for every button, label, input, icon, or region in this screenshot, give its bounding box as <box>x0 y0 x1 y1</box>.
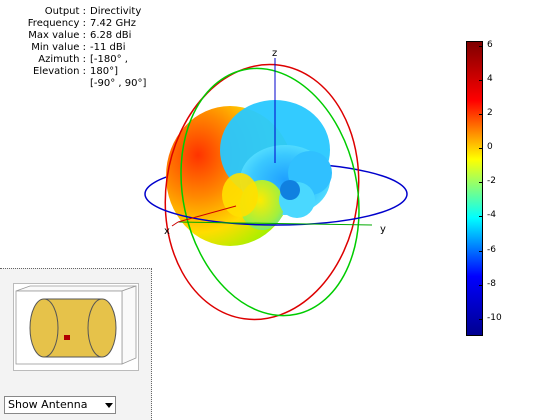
elevation-ring-xz <box>164 63 360 321</box>
colorbar-tick-label: 6 <box>487 40 493 50</box>
colorbar-tick-mark <box>479 80 483 81</box>
info-value: 180°] <box>90 66 118 77</box>
colorbar-tick-mark <box>479 46 483 47</box>
azimuth-ring-front <box>144 193 408 226</box>
colorbar-tick-label: -10 <box>487 313 502 323</box>
colorbar-tick-mark <box>479 216 483 217</box>
info-value: 7.42 GHz <box>90 18 136 29</box>
colorbar-tick-label: -6 <box>487 245 496 255</box>
info-label: Min value : <box>31 42 86 53</box>
colorbar-tick-mark <box>479 114 483 115</box>
info-label: Azimuth : <box>38 54 86 65</box>
antenna-view[interactable] <box>13 283 139 371</box>
elevation-ring-yz <box>180 67 360 317</box>
colorbar-tick-label: 0 <box>487 142 493 152</box>
info-label: Frequency : <box>27 18 86 29</box>
info-value: [-180° , <box>90 54 128 65</box>
z-axis-label: z <box>272 48 277 59</box>
colorbar-tick-mark <box>479 319 483 320</box>
colorbar-tick-mark <box>479 251 483 252</box>
info-value: Directivity <box>90 6 142 17</box>
colorbar-tick-label: -4 <box>487 210 496 220</box>
pattern-surface <box>166 100 332 246</box>
colorbar-tick-label: 4 <box>487 74 493 84</box>
chevron-down-icon <box>105 403 113 408</box>
info-label: Output : <box>44 6 86 17</box>
x-axis-label: x <box>164 226 170 237</box>
colorbar-tick-label: -2 <box>487 176 496 186</box>
antenna-panel: Show Antenna <box>0 268 152 420</box>
show-antenna-value: Show Antenna <box>8 398 88 411</box>
antenna-cylinder-icon <box>15 285 137 365</box>
info-value: -11 dBi <box>90 42 126 53</box>
show-antenna-dropdown[interactable]: Show Antenna <box>4 396 116 414</box>
x-axis-line-back <box>171 221 179 227</box>
info-label: Elevation : <box>33 66 86 77</box>
colorbar-tick-label: 2 <box>487 108 493 118</box>
info-value: 6.28 dBi <box>90 30 132 41</box>
colorbar-tick-mark <box>479 148 483 149</box>
colorbar-tick-mark <box>479 285 483 286</box>
colorbar-tick-label: -8 <box>487 279 496 289</box>
info-value: [-90° , 90°] <box>90 78 147 89</box>
colorbar-tick-mark <box>479 182 483 183</box>
info-label: Max value : <box>28 30 86 41</box>
y-axis-label: y <box>380 224 386 235</box>
y-axis-line <box>177 221 373 226</box>
colorbar-gradient <box>466 41 483 336</box>
x-axis-line <box>177 205 237 223</box>
